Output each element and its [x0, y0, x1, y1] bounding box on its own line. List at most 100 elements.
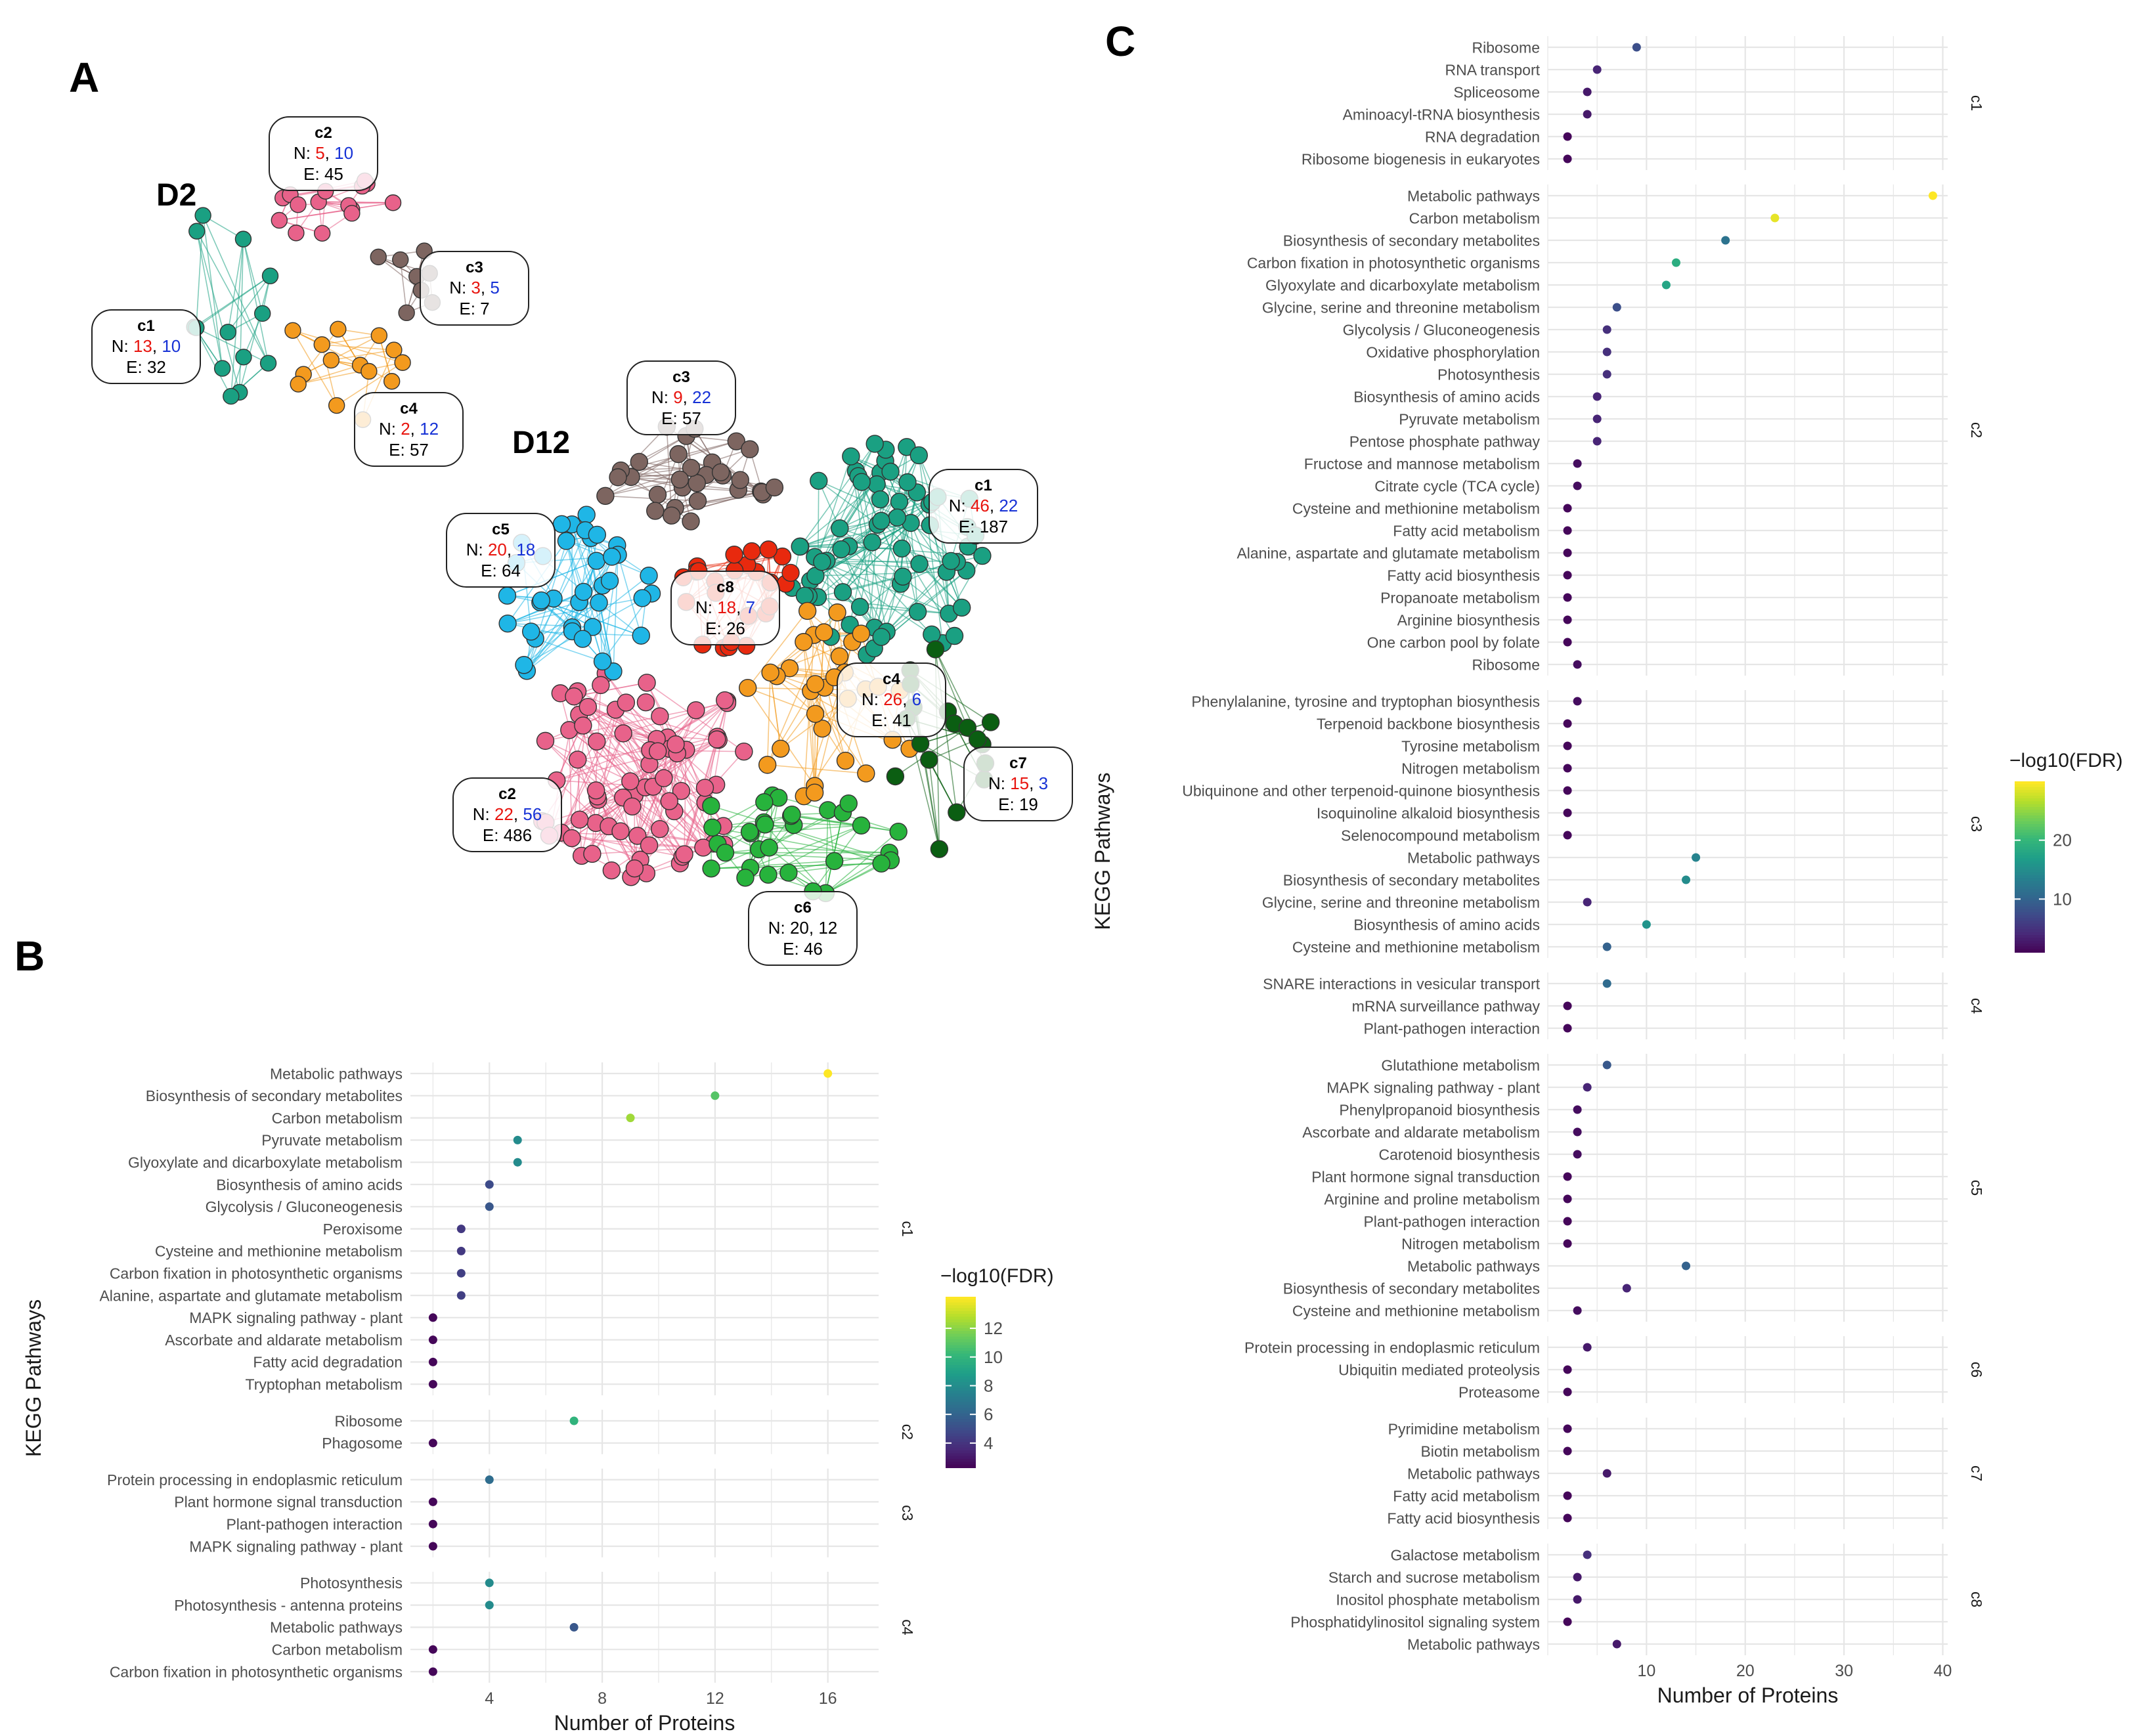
- y-axis-title: KEGG Pathways: [1091, 772, 1114, 930]
- network-node-c5: [590, 594, 608, 612]
- cluster-id: c2: [498, 785, 516, 803]
- network-node-c3: [731, 471, 749, 489]
- pathway-label: Plant-pathogen interaction: [1363, 1020, 1540, 1037]
- cluster-node-sep: ,: [902, 689, 911, 709]
- cluster-label-box: [354, 392, 464, 467]
- network-node-c2: [648, 742, 667, 760]
- network-node-c2: [655, 769, 673, 787]
- data-point: [456, 1269, 466, 1278]
- data-point: [1563, 504, 1572, 513]
- network-node-c1: [894, 567, 912, 586]
- pathway-label: Carbon metabolism: [272, 1110, 403, 1127]
- legend-tick-label: 4: [984, 1433, 993, 1453]
- legend-gradient-step: [946, 1325, 976, 1329]
- facet-strip-label: c3: [1968, 816, 1985, 832]
- network-node-c6: [755, 792, 774, 812]
- network-edge-c2: [675, 703, 728, 745]
- network-edge-c6: [768, 795, 774, 875]
- pathway-label: Biosynthesis of secondary metabolites: [1283, 871, 1540, 888]
- cluster-node-prefix: N:: [449, 278, 471, 297]
- cluster-node-values: 20, 12: [790, 918, 837, 938]
- network-title-d2: D2: [156, 178, 196, 213]
- data-point: [1602, 325, 1611, 334]
- network-node-c4: [815, 623, 833, 641]
- legend-gradient-step: [946, 1402, 976, 1406]
- cluster-node-red: 13: [133, 336, 152, 356]
- network-node-c1: [235, 349, 252, 366]
- pathway-label: Inositol phosphate metabolism: [1336, 1591, 1540, 1608]
- cluster-label-box: [670, 571, 780, 645]
- data-point: [1592, 392, 1602, 401]
- pathway-label: Glycolysis / Gluconeogenesis: [206, 1198, 403, 1215]
- network-node-c2: [569, 750, 587, 769]
- data-point: [1563, 1239, 1572, 1248]
- network-node-c4: [761, 663, 779, 682]
- network-node-c1: [223, 387, 240, 405]
- data-point: [1573, 1573, 1582, 1582]
- network-edge-c4: [747, 687, 816, 787]
- pathway-label: Metabolic pathways: [1407, 1257, 1540, 1274]
- network-edge-c1: [841, 549, 875, 628]
- network-node-c1: [867, 475, 886, 494]
- cluster-label-box: [420, 251, 529, 326]
- facet-background: [410, 1410, 879, 1454]
- data-point: [1563, 1024, 1572, 1033]
- network-node-c1: [832, 540, 850, 559]
- legend-tick-label: 20: [2053, 831, 2072, 850]
- network-node-c2: [716, 691, 734, 710]
- network-edge-c4: [747, 687, 910, 750]
- legend-gradient-step: [2015, 844, 2045, 848]
- cluster-node-blue: 7: [746, 597, 755, 617]
- legend-gradient-step: [2015, 875, 2045, 879]
- network-node-c3: [727, 432, 746, 450]
- pathway-label: Carbon fixation in photosynthetic organi…: [110, 1265, 403, 1282]
- cluster-node-sep: ,: [990, 496, 999, 515]
- facet-strip-label: c5: [1968, 1180, 1985, 1196]
- cluster-node-sep: ,: [736, 597, 745, 617]
- data-point: [1563, 1172, 1572, 1181]
- legend-gradient-step: [946, 1450, 976, 1454]
- network-node-c4: [758, 756, 777, 774]
- legend-gradient-step: [946, 1316, 976, 1320]
- cluster-node-blue: 22: [692, 387, 711, 407]
- legend-gradient-step: [946, 1442, 976, 1446]
- data-point: [1692, 853, 1701, 862]
- cluster-node-prefix: N:: [466, 540, 488, 559]
- network-node-c1: [923, 625, 941, 644]
- cluster-label-box: [963, 747, 1073, 821]
- legend-gradient-step: [946, 1297, 976, 1301]
- cluster-id: c2: [315, 124, 332, 142]
- network-node-c6: [889, 822, 908, 841]
- network-edge-c1: [814, 556, 932, 636]
- legend-gradient-step: [946, 1464, 976, 1468]
- legend-gradient-step: [2015, 841, 2045, 845]
- network-node-c3: [609, 468, 627, 487]
- cluster-id: c4: [883, 670, 900, 688]
- pathway-label: Galactose metabolism: [1390, 1546, 1540, 1563]
- facet-strip-label: c3: [899, 1505, 916, 1521]
- network-edge-c1: [861, 481, 873, 542]
- network-node-c1: [908, 603, 927, 621]
- data-point: [1563, 1194, 1572, 1204]
- legend-gradient-step: [946, 1339, 976, 1343]
- x-tick-label: 40: [1934, 1662, 1952, 1680]
- network-edge-c6: [769, 847, 890, 854]
- legend-gradient-step: [946, 1348, 976, 1352]
- cluster-id: c1: [137, 317, 155, 335]
- legend-gradient-step: [946, 1433, 976, 1437]
- data-point: [1770, 213, 1780, 223]
- pathway-label: Cysteine and methionine metabolism: [155, 1243, 403, 1260]
- cluster-node-red: 15: [1010, 773, 1029, 793]
- facet-strip-label: c7: [1968, 1465, 1985, 1481]
- data-point: [1573, 1127, 1582, 1137]
- data-point: [1563, 1001, 1572, 1010]
- data-point: [1622, 1284, 1631, 1293]
- data-point: [1563, 719, 1572, 728]
- data-point: [1573, 1595, 1582, 1604]
- cluster-edge-count: E: 19: [998, 794, 1038, 814]
- facet-c5: Glutathione metabolism MAPK signaling pat…: [1283, 1054, 1985, 1322]
- network-edge-c3: [605, 453, 679, 496]
- pathway-label: Metabolic pathways: [1407, 1465, 1540, 1482]
- pathway-label: Selenocompound metabolism: [1341, 827, 1540, 844]
